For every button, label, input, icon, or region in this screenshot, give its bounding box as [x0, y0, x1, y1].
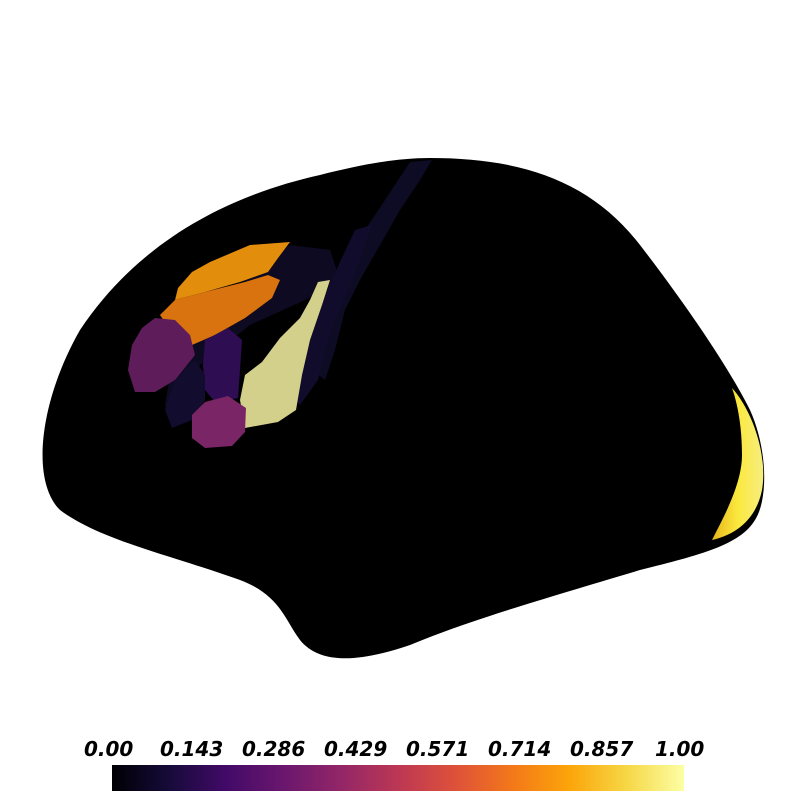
region-precentral-strip [290, 225, 372, 405]
region-pars-opercularis [203, 328, 242, 402]
colorbar-tick: 0.00 [84, 737, 134, 761]
region-occipital-pole [712, 388, 764, 540]
colorbar-tick: 0.857 [570, 737, 634, 761]
colorbar-tick: 0.714 [488, 737, 552, 761]
region-central-strip [312, 160, 432, 380]
region-rostral-middle-frontal [128, 318, 195, 392]
colorbar-gradient [112, 765, 684, 791]
region-caudal-middle-frontal [240, 280, 330, 428]
brain-hemisphere [42, 158, 765, 659]
region-inferior-frontal-dark [165, 360, 205, 428]
colorbar-tick: 0.286 [242, 737, 306, 761]
colorbar [112, 765, 684, 791]
colorbar-tick: 0.571 [406, 737, 470, 761]
colorbar-tick: 0.143 [160, 737, 224, 761]
region-pars-triangularis [192, 396, 246, 448]
colorbar-tick: 1.00 [655, 737, 705, 761]
region-frontal-dark [165, 245, 340, 420]
region-superior-frontal-lower [160, 275, 280, 345]
colorbar-tick: 0.429 [324, 737, 388, 761]
region-superior-frontal-upper [175, 242, 290, 300]
